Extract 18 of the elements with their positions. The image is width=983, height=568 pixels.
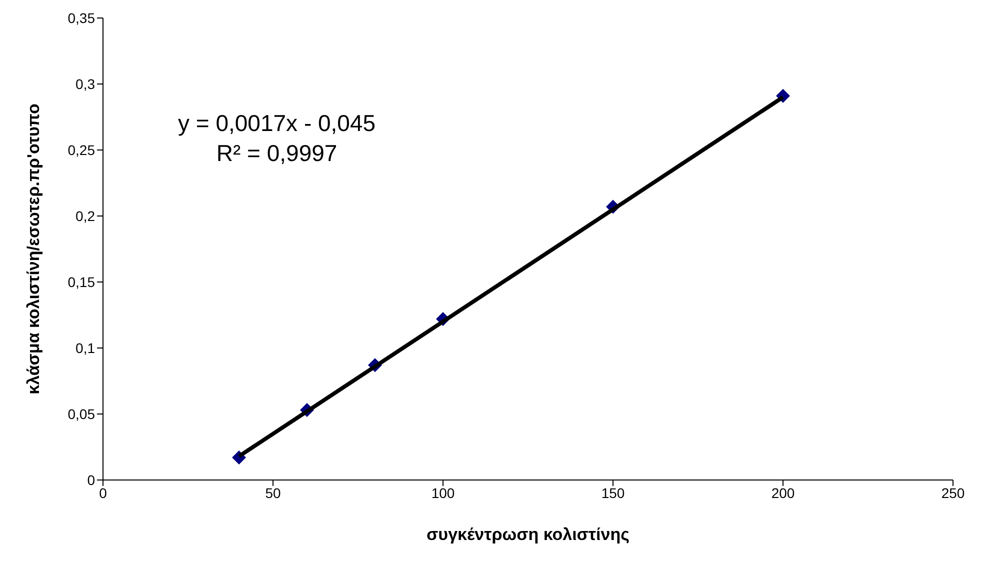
y-tick-label: 0,2 bbox=[76, 208, 96, 224]
x-tick-label: 250 bbox=[941, 484, 965, 501]
annotation: y = 0,0017x - 0,045 bbox=[178, 109, 376, 138]
x-tick-label: 50 bbox=[265, 484, 281, 501]
y-axis-title: κλάσμα κολιστίνη/εσωτερ.πρ'οτυπο bbox=[24, 104, 44, 394]
y-tick-label: 0,3 bbox=[76, 76, 96, 92]
y-tick-label: 0,25 bbox=[68, 142, 96, 158]
x-tick-label: 150 bbox=[601, 484, 625, 501]
annotation: R² = 0,9997 bbox=[215, 139, 338, 168]
x-axis-title: συγκέντρωση κολιστίνης bbox=[426, 525, 630, 544]
x-tick-label: 0 bbox=[99, 484, 108, 501]
y-tick-label: 0 bbox=[87, 472, 96, 488]
y-tick-label: 0,15 bbox=[68, 274, 96, 290]
x-tick-label: 200 bbox=[771, 484, 795, 501]
x-tick-label: 100 bbox=[431, 484, 455, 501]
y-tick-label: 0,05 bbox=[68, 406, 96, 422]
y-tick-label: 0,1 bbox=[76, 340, 96, 356]
y-tick-label: 0,35 bbox=[68, 10, 96, 26]
